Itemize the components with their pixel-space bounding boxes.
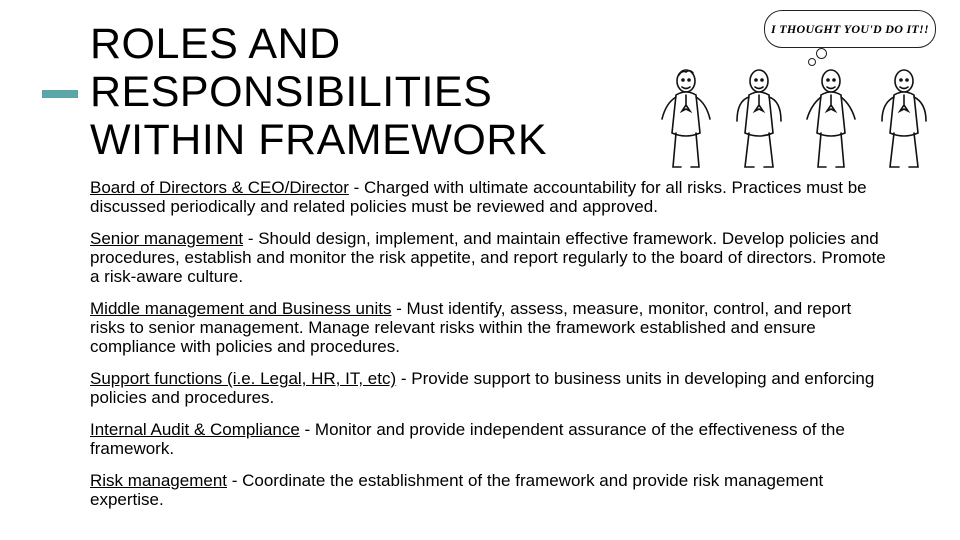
speech-bubble-text: I THOUGHT YOU'D DO IT!!: [764, 10, 936, 48]
figure-icon: [874, 67, 934, 175]
slide-title: ROLES AND RESPONSIBILITIES WITHIN FRAMEW…: [90, 20, 650, 164]
role-label: Risk management: [90, 471, 227, 490]
list-item: Support functions (i.e. Legal, HR, IT, e…: [90, 369, 890, 407]
cartoon-illustration: I THOUGHT YOU'D DO IT!!: [650, 10, 940, 175]
role-label: Senior management: [90, 229, 243, 248]
body-text: Board of Directors & CEO/Director - Char…: [90, 178, 890, 522]
speech-bubble: I THOUGHT YOU'D DO IT!!: [764, 10, 934, 60]
role-label: Board of Directors & CEO/Director: [90, 178, 349, 197]
list-item: Risk management - Coordinate the establi…: [90, 471, 890, 509]
list-item: Middle management and Business units - M…: [90, 299, 890, 356]
figure-icon: [801, 67, 861, 175]
list-item: Internal Audit & Compliance - Monitor an…: [90, 420, 890, 458]
cartoon-figures: [650, 60, 940, 175]
list-item: Senior management - Should design, imple…: [90, 229, 890, 286]
role-label: Internal Audit & Compliance: [90, 420, 300, 439]
role-label: Middle management and Business units: [90, 299, 391, 318]
figure-icon: [729, 67, 789, 175]
role-label: Support functions (i.e. Legal, HR, IT, e…: [90, 369, 396, 388]
figure-icon: [656, 67, 716, 175]
accent-bar: [42, 90, 78, 98]
list-item: Board of Directors & CEO/Director - Char…: [90, 178, 890, 216]
slide: ROLES AND RESPONSIBILITIES WITHIN FRAMEW…: [0, 0, 960, 540]
